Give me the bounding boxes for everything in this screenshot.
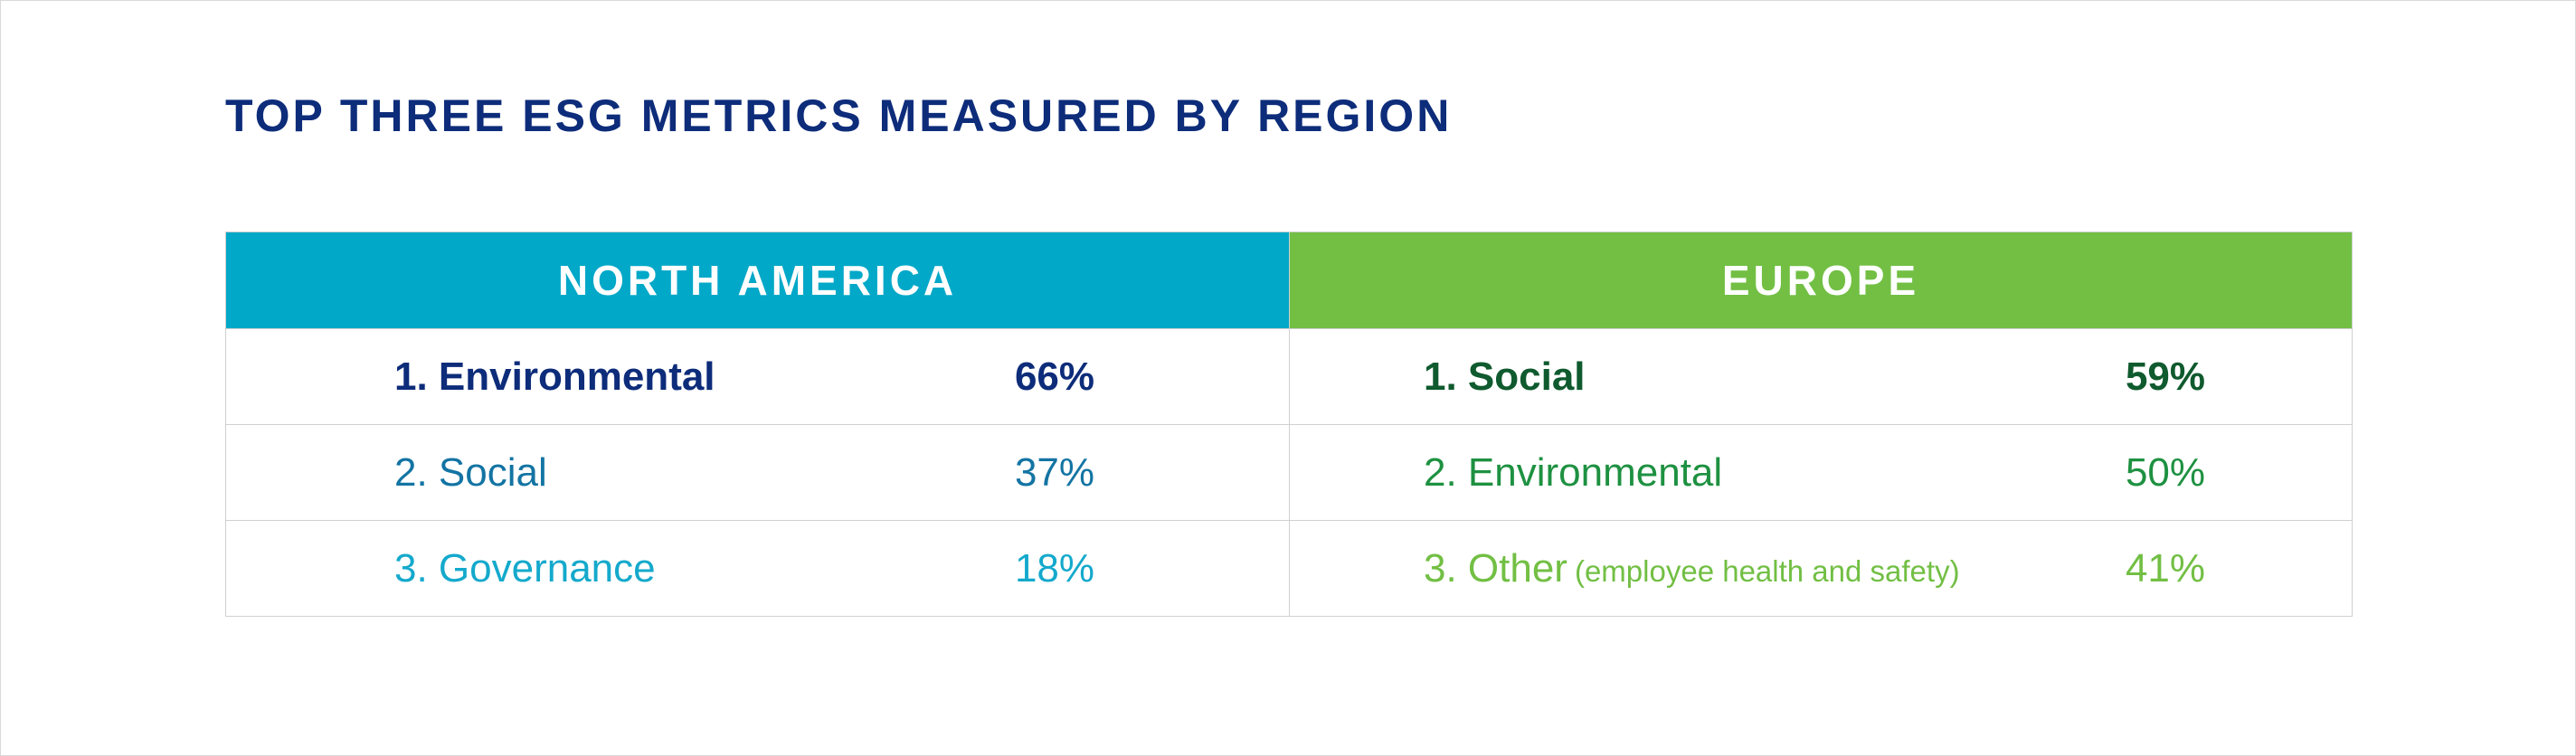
metric-value: 18% <box>1014 545 1095 591</box>
metric-value: 50% <box>2125 449 2206 495</box>
metric-value: 66% <box>1014 354 1095 399</box>
region-column-north-america: NORTH AMERICA 1. Environmental 66% 2. Socia… <box>226 232 1289 616</box>
metric-value: 59% <box>2125 354 2206 399</box>
region-header-europe: EUROPE <box>1290 232 2352 328</box>
metric-label: 3. Governance <box>394 546 656 591</box>
metric-label-text: 3. Governance <box>394 545 656 591</box>
metric-row-europe-1: 1. Social 59% <box>1290 328 2352 424</box>
region-header-north-america: NORTH AMERICA <box>226 232 1289 328</box>
metric-label-text: 1. Social <box>1424 354 1586 399</box>
metric-row-europe-2: 2. Environmental 50% <box>1290 424 2352 520</box>
metric-label-text: 2. Social <box>394 449 547 495</box>
region-metrics-table: NORTH AMERICA 1. Environmental 66% 2. Socia… <box>225 232 2353 617</box>
metric-value: 37% <box>1014 449 1095 495</box>
metric-label: 1. Environmental <box>394 354 715 400</box>
metric-label-text: 1. Environmental <box>394 354 715 399</box>
metric-value: 41% <box>2125 545 2206 591</box>
chart-title: TOP THREE ESG METRICS MEASURED BY REGION <box>225 90 1453 141</box>
metric-row-north-america-1: 1. Environmental 66% <box>226 328 1289 424</box>
metric-label-text: 2. Environmental <box>1424 449 1723 495</box>
region-column-europe: EUROPE 1. Social 59% 2. Environmental 50% 3. … <box>1289 232 2352 616</box>
metric-row-north-america-2: 2. Social 37% <box>226 424 1289 520</box>
metric-row-north-america-3: 3. Governance 18% <box>226 520 1289 616</box>
metric-label: 2. Environmental <box>1424 450 1722 496</box>
metric-row-europe-3: 3. Other (employee health and safety) 41% <box>1290 520 2352 616</box>
metric-label: 1. Social <box>1424 354 1586 400</box>
metric-note: (employee health and safety) <box>1574 553 1960 588</box>
metric-label: 2. Social <box>394 450 547 496</box>
metric-label: 3. Other (employee health and safety) <box>1424 546 1960 591</box>
metric-label-text: 3. Other <box>1424 545 1567 591</box>
